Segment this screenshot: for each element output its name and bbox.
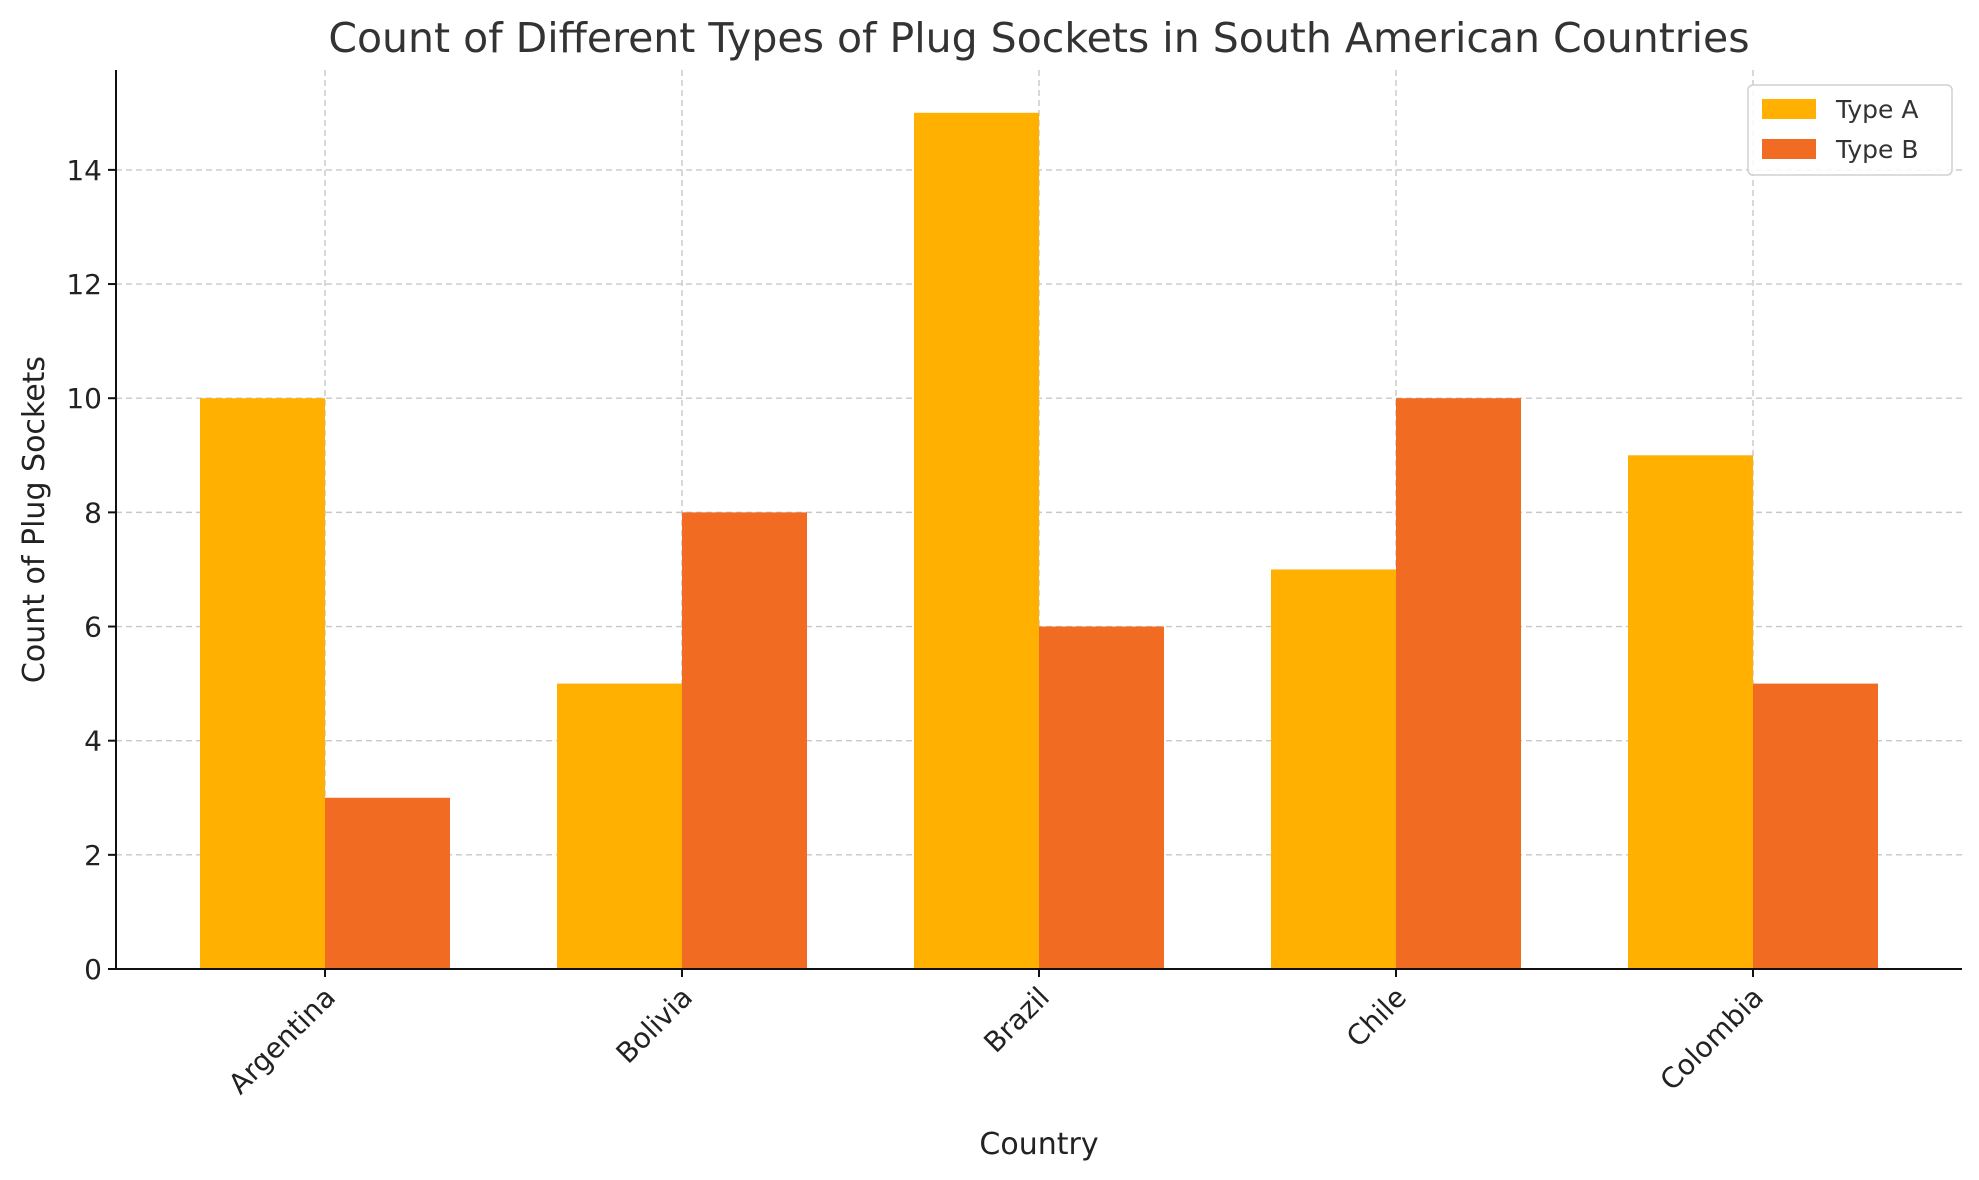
x-tick-label: Brazil (977, 981, 1056, 1060)
y-tick-label: 2 (84, 839, 102, 872)
bar-type-a-brazil (914, 112, 1039, 970)
labels-layer: Count of Different Types of Plug Sockets… (17, 14, 1750, 1162)
bar-type-b-bolivia (682, 512, 807, 969)
y-tick-label: 4 (84, 725, 102, 758)
bar-type-a-bolivia (557, 683, 682, 969)
legend-swatch-type-b (1762, 139, 1816, 159)
legend: Type A Type B (1747, 84, 1953, 176)
bar-type-b-brazil (1039, 626, 1164, 969)
y-tick-label: 12 (66, 268, 102, 301)
y-tick-label: 10 (66, 382, 102, 415)
y-tick-label: 8 (84, 496, 102, 529)
bars-layer (200, 112, 1878, 970)
x-tick-label: Chile (1340, 981, 1413, 1054)
x-tick-label: Argentina (222, 981, 342, 1101)
y-axis-label: Count of Plug Sockets (17, 356, 52, 683)
bar-type-a-colombia (1628, 455, 1753, 969)
bar-type-b-chile (1396, 398, 1521, 969)
bar-type-a-chile (1271, 569, 1396, 969)
y-tick-label: 6 (84, 611, 102, 644)
bar-type-a-argentina (200, 398, 325, 969)
bar-type-b-colombia (1753, 683, 1878, 969)
y-tick-label: 0 (84, 953, 102, 986)
x-axis-label: Country (979, 1127, 1098, 1162)
x-tick-label: Colombia (1654, 981, 1770, 1097)
legend-swatch-type-a (1762, 99, 1816, 119)
y-tick-label: 14 (66, 154, 102, 187)
x-tick-label: Bolivia (610, 981, 699, 1070)
chart-title: Count of Different Types of Plug Sockets… (328, 14, 1749, 62)
legend-label-type-b: Type B (1835, 135, 1919, 164)
legend-label-type-a: Type A (1835, 95, 1918, 124)
bar-type-b-argentina (325, 797, 450, 969)
